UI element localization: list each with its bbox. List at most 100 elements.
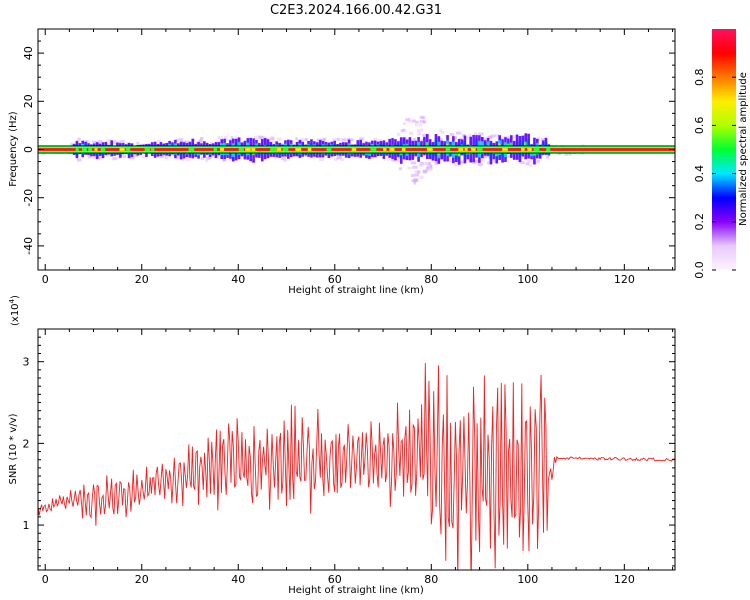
snr-panel: 0 20 40 60 80 100 120 1 2 3 Height of straight li… (8, 295, 676, 596)
ridge-speckle (144, 148, 151, 151)
spectrogram-y-label: Frequency (Hz) (8, 111, 19, 187)
spectral-cell-faint (453, 136, 458, 140)
spectral-cell-faint (564, 152, 568, 156)
spectral-cell-faint (230, 136, 234, 140)
spectral-cell-faint (494, 133, 500, 137)
spectral-cell-faint (106, 139, 112, 143)
ridge-speckle (94, 148, 98, 151)
spectral-cell-faint (428, 168, 433, 172)
spectral-cell-faint (536, 159, 540, 163)
ridge-speckle (75, 148, 79, 151)
spectral-cell-faint (92, 156, 97, 160)
spectral-cell-faint (458, 141, 463, 145)
x-tick-label: 60 (328, 273, 342, 286)
ridge-speckle (458, 148, 464, 151)
y-tick-label: 2 (23, 437, 30, 450)
x-tick-label: 20 (135, 573, 149, 586)
spectral-cell-faint (269, 138, 275, 142)
ridge-speckle (477, 148, 483, 151)
spectral-cell-faint (487, 161, 490, 165)
ridge-speckle (546, 148, 551, 151)
spectral-cell-faint (422, 169, 428, 173)
spectral-cell-faint (336, 156, 342, 160)
colorbar-gradient (712, 29, 736, 270)
snr-y-label: SNR (10 * v/v) (8, 413, 19, 484)
spectral-cell-faint (439, 128, 443, 132)
spectral-cell-faint (400, 138, 406, 142)
x-tick-label: 20 (135, 273, 149, 286)
spectral-cell-faint (417, 170, 421, 174)
spectral-cell-faint (164, 156, 168, 160)
spectral-cell-faint (419, 120, 425, 124)
ridge-speckle (389, 148, 395, 151)
spectral-cell-faint (295, 137, 298, 141)
spectral-cell-faint (222, 158, 227, 162)
spectral-cell-faint (410, 161, 417, 165)
spectral-cell-faint (403, 122, 407, 126)
spectral-cell-faint (437, 138, 443, 142)
spectral-cell-faint (415, 120, 419, 124)
x-tick-label: 100 (517, 573, 538, 586)
ridge-speckle (383, 148, 387, 151)
spectral-cell-faint (417, 132, 422, 136)
ridge-speckle (445, 148, 451, 151)
spectral-cell-faint (178, 138, 184, 142)
spectral-cell-faint (459, 137, 463, 141)
spectral-cell-faint (142, 155, 146, 159)
spectral-cell-faint (174, 156, 180, 160)
spectrogram-panel: 0 20 40 60 80 100 120 -40 -20 0 20 40 Height of str… (8, 28, 676, 296)
spectral-cell-faint (85, 140, 91, 144)
ridge-speckle (426, 148, 433, 151)
spectral-cell-faint (340, 157, 345, 161)
spectral-cell-faint (429, 166, 433, 170)
ridge-speckle (213, 148, 218, 151)
ridge-speckle (245, 148, 251, 151)
spectral-cell-faint (580, 152, 584, 156)
spectral-cell-faint (471, 160, 477, 164)
x-tick-label: 60 (328, 573, 342, 586)
spectral-cell-faint (412, 165, 418, 169)
spectral-cell-faint (184, 140, 189, 144)
spectral-cell-faint (507, 154, 512, 158)
spectral-cell-faint (227, 157, 231, 161)
ridge-speckle (521, 148, 525, 151)
colorbar-tick-label: 0.0 (693, 261, 706, 279)
x-tick-label: 120 (614, 573, 635, 586)
spectral-cell-faint (123, 155, 126, 159)
spectral-cell-faint (349, 138, 354, 142)
spectral-cell-faint (475, 159, 479, 163)
spectral-cell-faint (87, 153, 92, 157)
spectral-cell-faint (156, 139, 161, 143)
ridge-speckle (502, 148, 508, 151)
spectral-cell-faint (234, 136, 240, 140)
ridge-speckle (470, 148, 476, 151)
spectral-cell-faint (261, 135, 266, 139)
spectral-cell-faint (460, 160, 465, 164)
spectral-cell-faint (130, 156, 135, 160)
spectral-cell-faint (121, 139, 126, 143)
y-tick-label: 20 (22, 94, 35, 108)
spectral-cell-faint (322, 137, 327, 141)
spectrogram-ticks: 0 20 40 60 80 100 120 -40 -20 0 20 40 (22, 28, 675, 286)
spectral-cell-faint (253, 135, 259, 139)
spectral-cell-faint (408, 119, 414, 123)
ridge-speckle (533, 148, 540, 151)
y-tick-label: 0 (22, 146, 35, 153)
spectral-cell-faint (316, 138, 322, 142)
spectral-cell-faint (300, 138, 306, 142)
snr-x-label: Height of straight line (km) (288, 585, 424, 596)
y-tick-label: 3 (23, 356, 30, 369)
spectral-cell-faint (473, 132, 478, 136)
colorbar-tick-label: 0.8 (693, 68, 706, 86)
spectral-cell-faint (545, 155, 549, 159)
spectral-cell-faint (536, 136, 541, 140)
ridge-speckle (100, 148, 106, 151)
snr-series-line (38, 362, 675, 570)
spectral-cell-faint (557, 152, 562, 156)
spectral-cell-faint (454, 163, 458, 167)
spectral-cell-faint (530, 153, 536, 157)
spectral-cell-faint (76, 158, 82, 162)
spectral-cell-faint (425, 167, 429, 171)
ridge-speckle (88, 148, 93, 151)
ridge-speckle (307, 148, 312, 151)
